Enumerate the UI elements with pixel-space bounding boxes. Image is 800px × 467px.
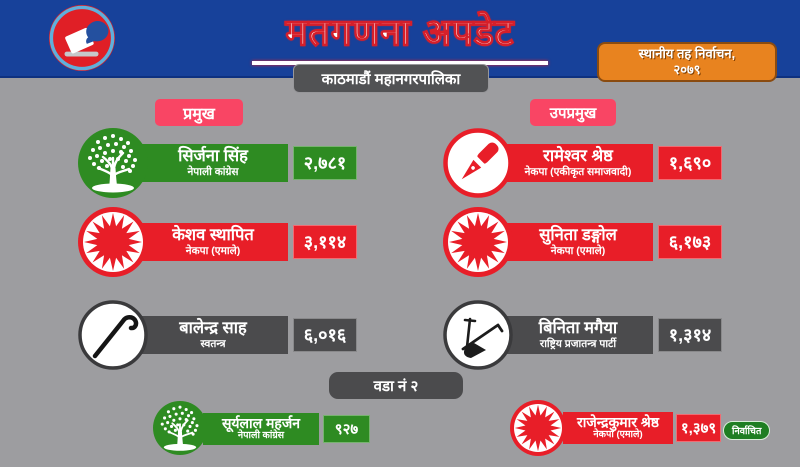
sun-icon <box>510 400 566 456</box>
plough-icon <box>443 300 513 370</box>
candidate-name-bar: सूर्यलाल महर्जन नेपाली कांग्रेस <box>203 413 319 445</box>
candidate-name: सिर्जना सिंह <box>178 147 248 166</box>
candidate-row: बिनिता मगैया राष्ट्रिय प्रजातन्त्र पार्ट… <box>443 300 723 370</box>
candidate-party: नेकपा (एकीकृत समाजवादी) <box>524 165 632 178</box>
candidate-name: सूर्यलाल महर्जन <box>221 415 301 432</box>
candidate-row: सिर्जना सिंह नेपाली कांग्रेस २,७८१ <box>76 126 358 200</box>
title-block: मतगणना अपडेट <box>252 5 548 65</box>
section-label-mayor: प्रमुख <box>155 99 243 126</box>
candidate-party: नेकपा (एमाले) <box>550 244 606 257</box>
candidate-name-bar: राजेन्द्रकुमार श्रेष्ठ नेकपा (एमाले) <box>563 412 673 444</box>
walking-stick-icon <box>78 300 148 370</box>
candidate-row: राजेन्द्रकुमार श्रेष्ठ नेकपा (एमाले) १,३… <box>510 400 790 456</box>
vote-count: २,७८१ <box>293 146 357 180</box>
candidate-party: नेपाली कांग्रेस <box>187 165 239 178</box>
candidate-name-bar: केशव स्थापित नेकपा (एमाले) <box>138 223 288 261</box>
page-title: मतगणना अपडेट <box>285 11 515 53</box>
candidate-name-bar: सिर्जना सिंह नेपाली कांग्रेस <box>138 144 288 182</box>
candidate-party: स्वतन्त्र <box>200 337 226 350</box>
candidate-party: नेकपा (एमाले) <box>593 428 643 440</box>
vote-count: १,३१४ <box>658 318 722 352</box>
candidate-name: बिनिता मगैया <box>538 319 618 338</box>
vote-count: १,६९० <box>658 146 722 180</box>
vote-count: ६,१७३ <box>658 225 722 259</box>
vote-count: ९२७ <box>323 415 370 443</box>
sun-icon <box>78 207 148 277</box>
election-badge-line2: २०७९ <box>673 62 701 77</box>
candidate-party: नेपाली कांग्रेस <box>237 429 285 441</box>
candidate-name-bar: रामेश्वर श्रेष्ठ नेकपा (एकीकृत समाजवादी) <box>503 144 653 182</box>
vote-count: ३,११४ <box>293 225 357 259</box>
fountain-pen-icon <box>443 128 513 198</box>
candidate-name: रामेश्वर श्रेष्ठ <box>543 147 613 166</box>
candidate-name: बालेन्द्र साह <box>179 319 247 338</box>
election-badge: स्थानीय तह निर्वाचन, २०७९ <box>597 42 777 82</box>
election-badge-line1: स्थानीय तह निर्वाचन, <box>638 45 736 61</box>
candidate-row: रामेश्वर श्रेष्ठ नेकपा (एकीकृत समाजवादी)… <box>443 128 723 198</box>
candidate-row: सूर्यलाल महर्जन नेपाली कांग्रेस ९२७ <box>152 400 383 457</box>
tree-icon <box>152 400 208 456</box>
candidate-name: केशव स्थापित <box>172 226 254 245</box>
candidate-name: राजेन्द्रकुमार श्रेष्ठ <box>576 414 660 431</box>
candidate-row: सुनिता डङ्गोल नेकपा (एमाले) ६,१७३ <box>443 207 723 277</box>
candidate-row: केशव स्थापित नेकपा (एमाले) ३,११४ <box>78 207 358 277</box>
title-underline <box>252 61 548 65</box>
candidate-name-bar: सुनिता डङ्गोल नेकपा (एमाले) <box>503 223 653 261</box>
section-label-ward: वडा नं २ <box>329 372 463 399</box>
section-label-deputy-mayor: उपप्रमुख <box>530 99 616 126</box>
sun-icon <box>443 207 513 277</box>
candidate-party: राष्ट्रिय प्रजातन्त्र पार्टी <box>539 337 617 350</box>
vote-count: ६,०१६ <box>293 318 357 352</box>
vote-count: १,३७९ <box>676 414 721 442</box>
tree-icon <box>76 126 150 200</box>
candidate-party: नेकपा (एमाले) <box>185 244 241 257</box>
candidate-name-bar: बालेन्द्र साह स्वतन्त्र <box>138 316 288 354</box>
ballot-box-logo <box>47 3 117 73</box>
candidate-name-bar: बिनिता मगैया राष्ट्रिय प्रजातन्त्र पार्ट… <box>503 316 653 354</box>
candidate-row: बालेन्द्र साह स्वतन्त्र ६,०१६ <box>78 300 358 370</box>
elected-badge: निर्वाचित <box>723 421 771 440</box>
municipality-title: काठमाडौं महानगरपालिका <box>293 64 489 93</box>
candidate-name: सुनिता डङ्गोल <box>539 226 617 245</box>
